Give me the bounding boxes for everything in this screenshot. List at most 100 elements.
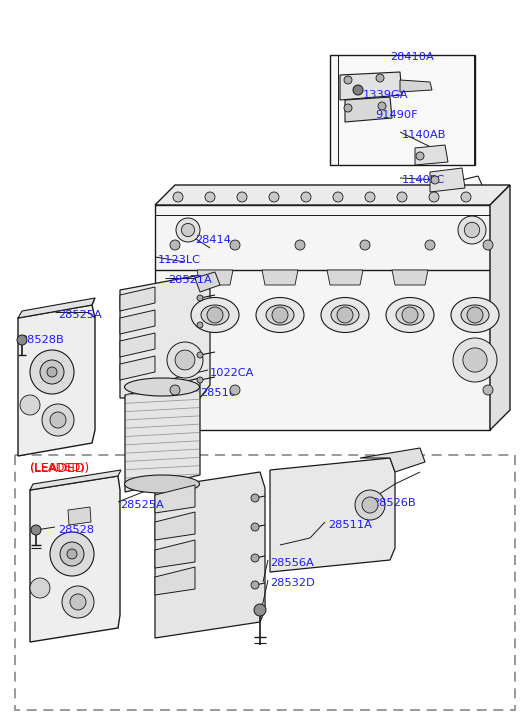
Circle shape [295,240,305,250]
Circle shape [425,240,435,250]
Circle shape [42,404,74,436]
Circle shape [464,222,480,238]
Ellipse shape [124,475,200,493]
Text: 1140AB: 1140AB [402,130,446,140]
Circle shape [30,350,74,394]
Circle shape [173,192,183,202]
Circle shape [467,307,483,323]
Polygon shape [120,310,155,334]
Text: 28526B: 28526B [372,498,415,508]
Circle shape [197,295,203,301]
Circle shape [251,554,259,562]
Circle shape [167,342,203,378]
Circle shape [355,490,385,520]
Circle shape [461,192,471,202]
Circle shape [458,216,486,244]
Text: 28528B: 28528B [20,335,64,345]
Circle shape [47,367,57,377]
Circle shape [70,594,86,610]
Text: 1339GA: 1339GA [363,90,409,100]
Circle shape [251,494,259,502]
Circle shape [429,192,439,202]
Circle shape [397,192,407,202]
Ellipse shape [124,378,200,396]
Text: (LEADED): (LEADED) [30,462,85,472]
Circle shape [60,542,84,566]
Text: 28414: 28414 [195,235,231,245]
Text: 28510: 28510 [200,388,236,398]
Text: 28525A: 28525A [120,500,164,510]
Circle shape [269,192,279,202]
Circle shape [365,192,375,202]
Circle shape [181,223,195,236]
Circle shape [483,385,493,395]
Text: (LEADED): (LEADED) [30,462,90,475]
Ellipse shape [266,305,294,325]
Circle shape [197,377,203,383]
Polygon shape [330,55,475,165]
Ellipse shape [256,297,304,332]
Ellipse shape [331,305,359,325]
Circle shape [376,74,384,82]
Polygon shape [340,72,402,100]
Circle shape [301,192,311,202]
Circle shape [230,240,240,250]
Polygon shape [18,305,95,456]
Circle shape [176,218,200,242]
Polygon shape [270,458,395,572]
Text: 1140FC: 1140FC [402,175,445,185]
Circle shape [272,307,288,323]
Text: 28528: 28528 [58,525,94,535]
Circle shape [50,532,94,576]
Ellipse shape [321,297,369,332]
Text: 28410A: 28410A [390,52,434,62]
Polygon shape [490,185,510,430]
Polygon shape [125,378,200,492]
Polygon shape [430,168,465,192]
Circle shape [378,102,386,110]
Polygon shape [120,287,155,311]
Polygon shape [68,507,91,525]
Circle shape [197,352,203,358]
Polygon shape [155,512,195,540]
Ellipse shape [201,305,229,325]
Circle shape [50,412,66,428]
Circle shape [251,581,259,589]
Circle shape [230,385,240,395]
Polygon shape [415,145,448,165]
Ellipse shape [461,305,489,325]
Polygon shape [30,476,120,642]
Circle shape [237,192,247,202]
Polygon shape [400,80,432,92]
Polygon shape [360,448,425,472]
Circle shape [40,360,64,384]
Circle shape [483,240,493,250]
Text: 28525A: 28525A [58,310,102,320]
Circle shape [463,348,487,372]
Circle shape [17,335,27,345]
Circle shape [344,76,352,84]
Text: 28511A: 28511A [328,520,372,530]
Circle shape [251,523,259,531]
Polygon shape [197,270,233,285]
Circle shape [30,578,50,598]
Circle shape [431,176,439,184]
Ellipse shape [191,297,239,332]
Ellipse shape [451,297,499,332]
Text: 1123LC: 1123LC [158,255,201,265]
Polygon shape [155,567,195,595]
Circle shape [62,586,94,618]
Polygon shape [155,472,265,638]
Circle shape [416,152,424,160]
Polygon shape [262,270,298,285]
Circle shape [402,307,418,323]
Circle shape [205,192,215,202]
Polygon shape [155,485,195,513]
Circle shape [362,497,378,513]
Text: 28532D: 28532D [270,578,315,588]
Circle shape [197,322,203,328]
Polygon shape [18,298,95,318]
Circle shape [344,104,352,112]
Circle shape [170,385,180,395]
Circle shape [20,395,40,415]
